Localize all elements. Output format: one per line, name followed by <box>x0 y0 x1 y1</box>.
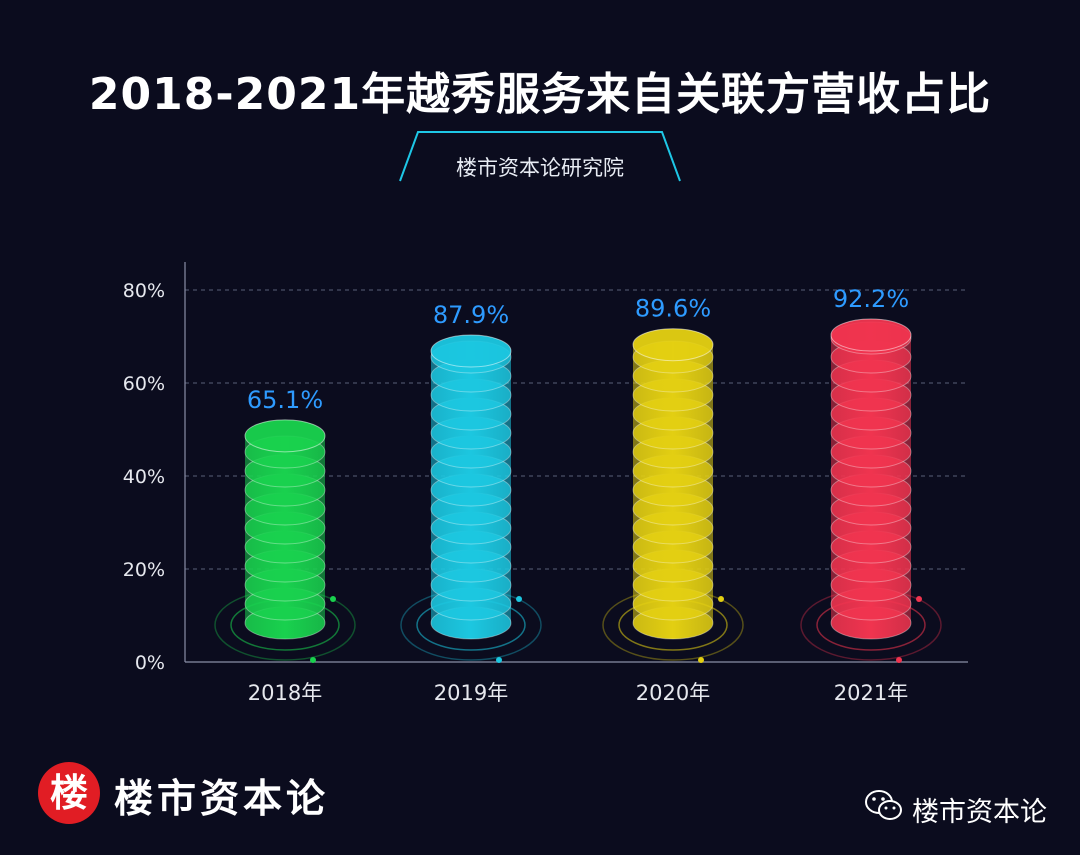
wechat-icon <box>865 790 902 820</box>
x-tick-label: 2021年 <box>834 681 908 705</box>
ring-dot <box>330 596 336 602</box>
ring-dot <box>310 657 316 663</box>
ring-dot <box>916 596 922 602</box>
y-tick-label: 20% <box>123 559 165 581</box>
page-title: 2018-2021年越秀服务来自关联方营收占比 <box>88 69 992 120</box>
brand-logo-badge: 楼 <box>38 762 100 824</box>
ring-dot <box>718 596 724 602</box>
subtitle-frame <box>100 131 980 182</box>
bar-2019年 <box>400 334 542 663</box>
value-label: 87.9% <box>433 301 509 329</box>
bar-2020年 <box>602 328 744 663</box>
y-tick-label: 60% <box>123 373 165 395</box>
value-label: 65.1% <box>247 386 323 414</box>
axis-layer: 0% 20% 40% 60% 80% <box>123 262 968 674</box>
subtitle-text: 楼市资本论研究院 <box>456 156 624 180</box>
wechat-account-name: 楼市资本论 <box>912 797 1047 828</box>
value-label: 89.6% <box>635 295 711 323</box>
x-tick-label: 2020年 <box>636 681 710 705</box>
value-label: 92.2% <box>833 285 909 313</box>
ring-dot <box>896 657 902 663</box>
subtitle-banner: 楼市资本论研究院 <box>0 128 1080 188</box>
y-tick-label: 80% <box>123 280 165 302</box>
bar-top-disc <box>632 328 714 362</box>
brand-logo-text: 楼市资本论 <box>114 776 330 822</box>
x-tick-label: 2019年 <box>434 681 508 705</box>
labels-layer: 65.1% 2018年 87.9% 2019年 89.6% 2020年 92.2% 2021年 <box>247 285 909 705</box>
x-tick-label: 2018年 <box>248 681 322 705</box>
ring-dot <box>516 596 522 602</box>
ring-dot <box>698 657 704 663</box>
y-tick-label: 0% <box>135 652 165 674</box>
y-tick-label: 40% <box>123 466 165 488</box>
bar-2018年 <box>214 419 356 663</box>
bar-top-disc <box>244 419 326 453</box>
bar-2021年 <box>800 318 942 663</box>
bars-layer <box>214 318 942 663</box>
bar-top-disc <box>830 318 912 352</box>
bar-top-disc <box>430 334 512 368</box>
ring-dot <box>496 657 502 663</box>
